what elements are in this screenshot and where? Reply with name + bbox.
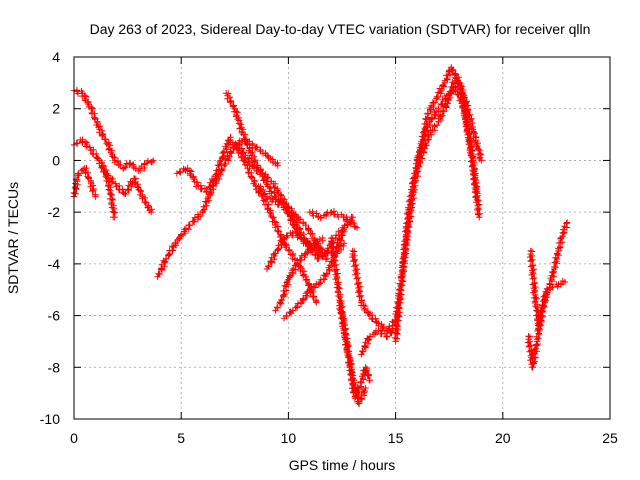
series-track-15	[327, 234, 374, 402]
y-tick-label: -4	[48, 256, 61, 272]
series-track-7	[223, 90, 325, 255]
series-track-12	[272, 234, 326, 314]
series-marks	[391, 64, 483, 345]
series-marks	[413, 84, 481, 203]
plot-frame	[73, 56, 611, 420]
series-marks	[336, 299, 369, 407]
x-axis-label: GPS time / hours	[289, 457, 396, 473]
y-tick-label: -2	[48, 204, 61, 220]
x-tick-label: 0	[70, 430, 78, 446]
series-marks	[272, 234, 326, 314]
series-track-8	[227, 139, 320, 306]
series-marks	[223, 90, 325, 255]
x-tick-label: 20	[495, 430, 511, 446]
series-track-22	[526, 247, 569, 332]
series-track-3	[70, 164, 99, 200]
series-marks	[358, 325, 399, 358]
series-track-4	[98, 162, 155, 216]
x-tick-label: 15	[388, 430, 404, 446]
y-tick-label: -8	[48, 359, 61, 375]
series-marks	[70, 164, 99, 200]
series-marks	[70, 86, 157, 174]
x-tick-label: 5	[177, 430, 185, 446]
series-marks	[98, 162, 155, 216]
series-track-6	[154, 136, 281, 280]
series-track-1	[70, 86, 157, 174]
chart-title: Day 263 of 2023, Sidereal Day-to-day VTE…	[90, 21, 591, 37]
series-marks	[327, 234, 374, 402]
y-tick-label: -6	[48, 308, 61, 324]
series-marks	[154, 136, 281, 280]
y-tick-label: -10	[40, 411, 60, 427]
series-track-16	[336, 299, 369, 407]
x-tick-label: 25	[602, 430, 618, 446]
x-tick-label: 10	[281, 430, 297, 446]
series-track-14	[306, 208, 361, 231]
series-marks	[227, 139, 320, 306]
ticks	[73, 56, 611, 420]
y-tick-label: 4	[52, 49, 60, 65]
y-tick-label: 2	[52, 101, 60, 117]
plot-points	[70, 64, 571, 407]
series-marks	[526, 247, 569, 332]
series-track-20	[413, 84, 481, 203]
y-axis-label: SDTVAR / TECUs	[5, 182, 21, 294]
grid	[74, 57, 610, 419]
y-tick-label: 0	[52, 152, 60, 168]
series-track-18	[358, 325, 399, 358]
series-track-19	[391, 64, 483, 345]
series-marks	[306, 208, 361, 231]
